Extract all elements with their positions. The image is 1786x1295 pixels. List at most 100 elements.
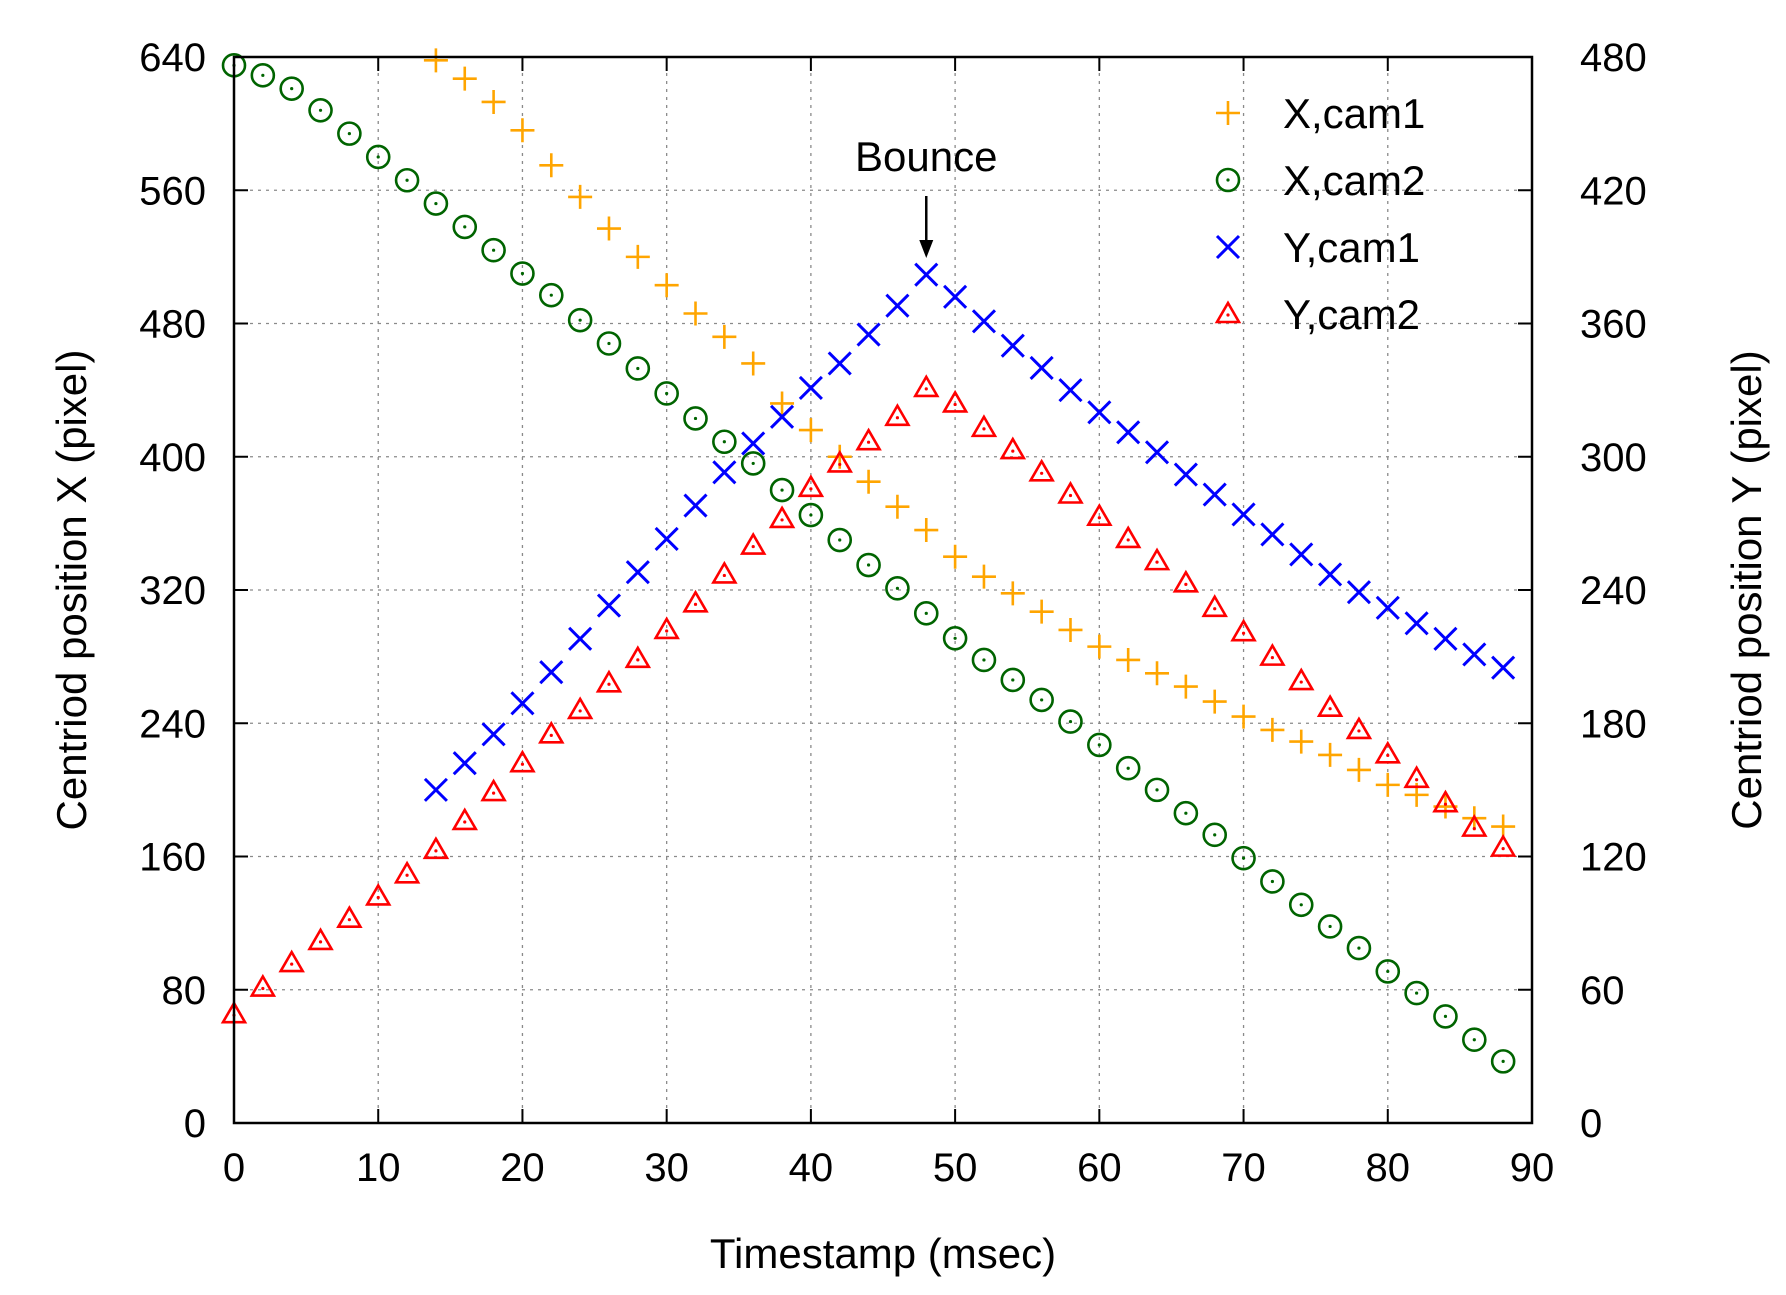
legend: X,cam1 X,cam2 Y,cam1 Y,cam2 bbox=[1214, 90, 1425, 338]
data-point bbox=[1173, 674, 1198, 699]
data-point bbox=[999, 436, 1027, 460]
legend-marker-x-cam2 bbox=[1215, 167, 1241, 193]
data-point bbox=[1087, 634, 1112, 659]
legend-marker-shape bbox=[1216, 101, 1240, 125]
data-point bbox=[1260, 869, 1285, 894]
data-point bbox=[510, 261, 535, 286]
data-point bbox=[1346, 935, 1372, 961]
data-point bbox=[1375, 595, 1400, 620]
y-tick-label-left: 240 bbox=[139, 702, 206, 746]
data-point bbox=[1287, 667, 1315, 691]
data-point bbox=[595, 669, 623, 693]
data-point bbox=[566, 696, 594, 720]
data-point bbox=[971, 564, 996, 589]
data-point bbox=[451, 807, 479, 831]
data-point bbox=[625, 244, 650, 269]
data-point bbox=[1374, 740, 1402, 764]
data-point bbox=[1230, 618, 1257, 642]
data-point bbox=[250, 63, 276, 88]
y-tick-label-left: 80 bbox=[162, 969, 207, 1013]
x-axis-title: Timestamp (msec) bbox=[710, 1230, 1056, 1277]
y-tick-label-right: 420 bbox=[1580, 169, 1647, 213]
data-point bbox=[1057, 480, 1084, 504]
x-tick-label: 40 bbox=[789, 1146, 834, 1190]
data-point bbox=[1115, 755, 1141, 781]
data-point bbox=[654, 381, 679, 406]
data-point bbox=[798, 502, 824, 528]
bounce-label: Bounce bbox=[855, 133, 997, 180]
data-point bbox=[510, 118, 535, 143]
x-tick-label: 80 bbox=[1366, 1146, 1411, 1190]
y-tick-label-right: 480 bbox=[1580, 36, 1647, 80]
data-point bbox=[827, 527, 853, 553]
x-tick-label: 20 bbox=[500, 1146, 545, 1190]
data-point bbox=[682, 589, 709, 613]
y-tick-label-left: 560 bbox=[139, 169, 206, 213]
data-point bbox=[943, 544, 968, 569]
data-point bbox=[1433, 626, 1458, 651]
data-point bbox=[337, 121, 362, 146]
data-point bbox=[452, 214, 478, 240]
data-point bbox=[1116, 647, 1141, 672]
data-point bbox=[654, 273, 679, 298]
data-point bbox=[855, 427, 882, 451]
data-point bbox=[798, 375, 823, 400]
data-point bbox=[856, 469, 881, 494]
data-point bbox=[1000, 333, 1025, 358]
data-point bbox=[1491, 655, 1516, 680]
y-tick-label-right: 360 bbox=[1580, 303, 1647, 347]
data-point bbox=[452, 66, 477, 91]
legend-marker-y-cam2 bbox=[1214, 300, 1242, 324]
data-point bbox=[971, 309, 997, 334]
data-point bbox=[1029, 687, 1054, 713]
data-point bbox=[653, 616, 680, 640]
data-point bbox=[712, 429, 737, 455]
data-point bbox=[768, 505, 796, 529]
data-point bbox=[1289, 729, 1314, 754]
data-point bbox=[481, 722, 506, 747]
data-marks bbox=[220, 48, 1517, 1074]
data-point bbox=[712, 460, 737, 485]
y-tick-label-left: 160 bbox=[139, 836, 206, 880]
data-point bbox=[1346, 757, 1371, 782]
y-tick-label-left: 480 bbox=[139, 303, 206, 347]
data-point bbox=[740, 451, 766, 476]
data-point bbox=[568, 626, 593, 651]
data-point bbox=[1433, 1004, 1458, 1029]
data-point bbox=[1000, 581, 1025, 606]
legend-marker-shape bbox=[1215, 167, 1241, 193]
data-point bbox=[712, 324, 737, 349]
y-tick-label-right: 120 bbox=[1580, 836, 1647, 880]
legend-marker-shape bbox=[1215, 234, 1241, 260]
data-point bbox=[1231, 502, 1256, 527]
x-tick-label: 50 bbox=[933, 1146, 978, 1190]
data-point bbox=[798, 418, 823, 443]
y-tick-label-right: 60 bbox=[1580, 969, 1625, 1013]
data-point bbox=[625, 356, 651, 381]
data-point bbox=[1116, 420, 1141, 445]
data-point bbox=[884, 403, 911, 427]
data-point bbox=[596, 216, 621, 241]
data-point bbox=[797, 474, 825, 498]
data-point bbox=[1087, 400, 1112, 425]
data-point bbox=[1461, 814, 1488, 837]
legend-entry-x-cam1: X,cam1 bbox=[1216, 90, 1425, 137]
x-tick-label: 90 bbox=[1510, 1146, 1555, 1190]
data-point bbox=[1058, 617, 1083, 642]
y-tick-label-left: 640 bbox=[139, 36, 206, 80]
data-point bbox=[538, 282, 564, 308]
data-point bbox=[1375, 959, 1401, 984]
data-point bbox=[1462, 1027, 1487, 1053]
legend-entry-y-cam1: Y,cam1 bbox=[1215, 224, 1420, 271]
data-point bbox=[596, 331, 622, 356]
series-y-cam2 bbox=[220, 374, 1517, 1024]
data-point bbox=[510, 691, 535, 716]
legend-marker-y-cam1 bbox=[1215, 234, 1241, 260]
data-point bbox=[1260, 717, 1285, 742]
y-tick-label-left: 320 bbox=[139, 569, 206, 613]
data-point bbox=[365, 144, 391, 170]
data-point bbox=[307, 927, 334, 951]
data-point bbox=[1231, 845, 1256, 871]
data-point bbox=[1173, 462, 1198, 487]
data-point bbox=[1317, 914, 1343, 939]
